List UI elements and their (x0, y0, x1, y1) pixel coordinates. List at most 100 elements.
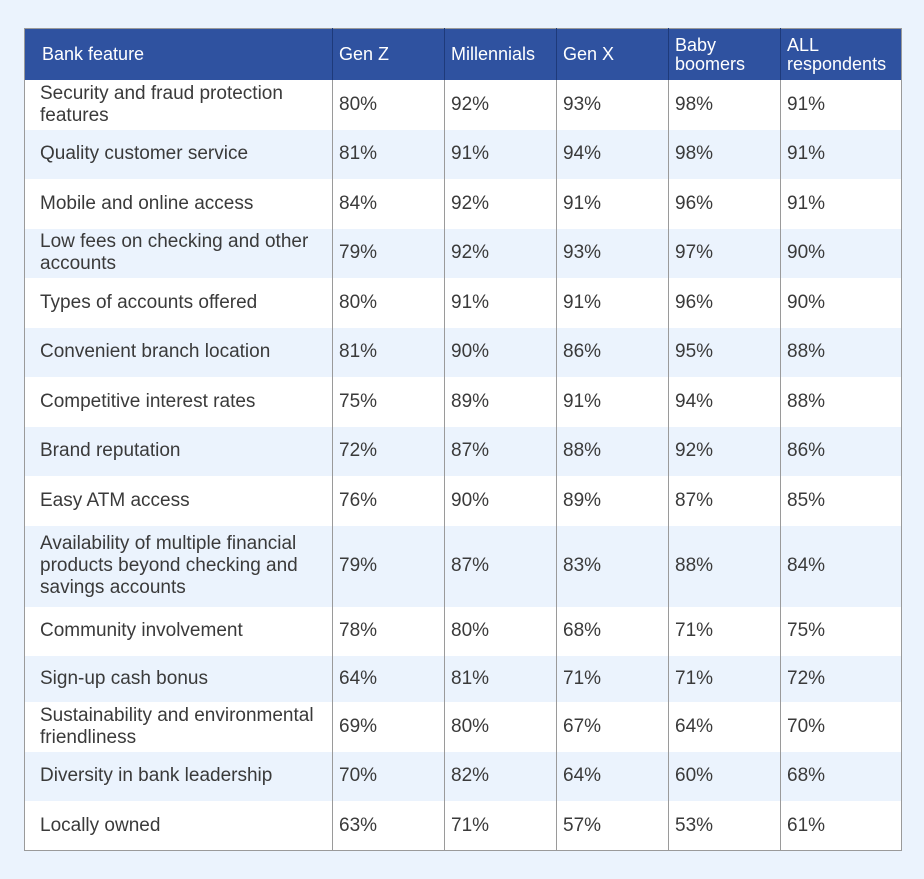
cell-millennials: 92% (444, 228, 557, 278)
cell-millennials: 71% (444, 801, 557, 851)
header-gen-x: Gen X (556, 28, 669, 80)
cell-millennials: 90% (444, 327, 557, 377)
cell-gen-z: 76% (332, 476, 445, 526)
cell-bank-feature: Community involvement (24, 606, 333, 656)
cell-millennials: 92% (444, 80, 557, 130)
header-bank-feature: Bank feature (24, 28, 333, 80)
cell-millennials: 81% (444, 656, 557, 702)
cell-bank-feature: Types of accounts offered (24, 278, 333, 328)
cell-all-respondents: 72% (780, 656, 902, 702)
cell-all-respondents: 86% (780, 426, 902, 476)
cell-all-respondents: 90% (780, 278, 902, 328)
cell-millennials: 92% (444, 179, 557, 229)
cell-gen-z: 80% (332, 80, 445, 130)
cell-baby-boomers: 92% (668, 426, 781, 476)
cell-gen-x: 93% (556, 228, 669, 278)
cell-baby-boomers: 97% (668, 228, 781, 278)
table-header-row: Bank feature Gen Z Millennials Gen X Bab… (24, 28, 902, 80)
cell-bank-feature: Competitive interest rates (24, 377, 333, 427)
cell-all-respondents: 88% (780, 377, 902, 427)
cell-gen-z: 69% (332, 702, 445, 752)
cell-gen-x: 94% (556, 129, 669, 179)
cell-all-respondents: 68% (780, 751, 902, 801)
cell-baby-boomers: 60% (668, 751, 781, 801)
survey-table-container: Bank feature Gen Z Millennials Gen X Bab… (24, 28, 902, 851)
cell-gen-x: 89% (556, 476, 669, 526)
cell-all-respondents: 70% (780, 702, 902, 752)
cell-baby-boomers: 53% (668, 801, 781, 851)
cell-all-respondents: 61% (780, 801, 902, 851)
cell-bank-feature: Easy ATM access (24, 476, 333, 526)
cell-bank-feature: Mobile and online access (24, 179, 333, 229)
cell-gen-z: 79% (332, 228, 445, 278)
header-millennials: Millennials (444, 28, 557, 80)
cell-baby-boomers: 96% (668, 179, 781, 229)
cell-all-respondents: 88% (780, 327, 902, 377)
cell-gen-z: 70% (332, 751, 445, 801)
cell-bank-feature: Quality customer service (24, 129, 333, 179)
cell-gen-z: 64% (332, 656, 445, 702)
cell-baby-boomers: 94% (668, 377, 781, 427)
cell-gen-x: 91% (556, 377, 669, 427)
cell-gen-z: 78% (332, 606, 445, 656)
cell-baby-boomers: 98% (668, 129, 781, 179)
cell-baby-boomers: 71% (668, 606, 781, 656)
cell-bank-feature: Sustainability and environmental friendl… (24, 702, 333, 752)
cell-bank-feature: Diversity in bank leadership (24, 751, 333, 801)
cell-all-respondents: 84% (780, 525, 902, 607)
table-row: Mobile and online access 84% 92% 91% 96% 91% (24, 179, 902, 229)
cell-baby-boomers: 96% (668, 278, 781, 328)
cell-millennials: 91% (444, 278, 557, 328)
cell-gen-z: 63% (332, 801, 445, 851)
cell-all-respondents: 90% (780, 228, 902, 278)
cell-gen-x: 86% (556, 327, 669, 377)
cell-millennials: 90% (444, 476, 557, 526)
header-all-respondents: ALL respondents (780, 28, 902, 80)
cell-all-respondents: 91% (780, 179, 902, 229)
cell-bank-feature: Convenient branch location (24, 327, 333, 377)
cell-gen-z: 80% (332, 278, 445, 328)
cell-gen-x: 91% (556, 278, 669, 328)
cell-bank-feature: Sign-up cash bonus (24, 656, 333, 702)
table-row: Sustainability and environmental friendl… (24, 702, 902, 752)
table-row: Types of accounts offered 80% 91% 91% 96% 90% (24, 278, 902, 328)
bank-features-table: Bank feature Gen Z Millennials Gen X Bab… (24, 28, 902, 851)
table-row: Brand reputation 72% 87% 88% 92% 86% (24, 426, 902, 476)
cell-gen-x: 57% (556, 801, 669, 851)
cell-gen-z: 81% (332, 129, 445, 179)
cell-gen-x: 93% (556, 80, 669, 130)
table-row: Security and fraud protection features 80… (24, 80, 902, 130)
cell-gen-x: 67% (556, 702, 669, 752)
table-row: Easy ATM access 76% 90% 89% 87% 85% (24, 476, 902, 526)
cell-all-respondents: 85% (780, 476, 902, 526)
cell-all-respondents: 91% (780, 80, 902, 130)
header-baby-boomers: Baby boomers (668, 28, 781, 80)
cell-gen-x: 64% (556, 751, 669, 801)
header-gen-z: Gen Z (332, 28, 445, 80)
cell-bank-feature: Locally owned (24, 801, 333, 851)
cell-all-respondents: 75% (780, 606, 902, 656)
cell-millennials: 82% (444, 751, 557, 801)
table-body: Security and fraud protection features 80… (24, 80, 902, 851)
cell-baby-boomers: 98% (668, 80, 781, 130)
cell-baby-boomers: 88% (668, 525, 781, 607)
cell-bank-feature: Brand reputation (24, 426, 333, 476)
cell-gen-x: 91% (556, 179, 669, 229)
cell-gen-z: 75% (332, 377, 445, 427)
cell-millennials: 80% (444, 606, 557, 656)
table-row: Competitive interest rates 75% 89% 91% 94% 88… (24, 377, 902, 427)
cell-baby-boomers: 64% (668, 702, 781, 752)
table-row: Locally owned 63% 71% 57% 53% 61% (24, 801, 902, 851)
table-row: Diversity in bank leadership 70% 82% 64% 60%… (24, 751, 902, 801)
cell-millennials: 87% (444, 426, 557, 476)
table-row: Community involvement 78% 80% 68% 71% 75% (24, 606, 902, 656)
cell-gen-z: 81% (332, 327, 445, 377)
cell-millennials: 80% (444, 702, 557, 752)
cell-gen-x: 68% (556, 606, 669, 656)
cell-baby-boomers: 95% (668, 327, 781, 377)
cell-bank-feature: Availability of multiple financial produ… (24, 525, 333, 607)
cell-millennials: 87% (444, 525, 557, 607)
cell-gen-x: 71% (556, 656, 669, 702)
cell-gen-x: 88% (556, 426, 669, 476)
table-row: Sign-up cash bonus 64% 81% 71% 71% 72% (24, 656, 902, 702)
